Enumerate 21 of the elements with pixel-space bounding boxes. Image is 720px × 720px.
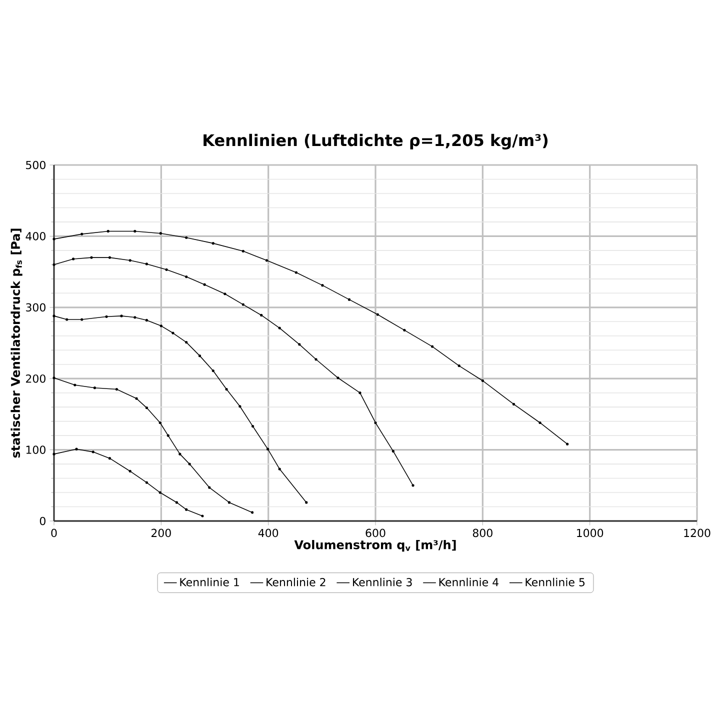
y-tick-label: 0 — [40, 516, 46, 526]
x-tick-label: 200 — [151, 528, 171, 538]
legend-label: Kennlinie 4 — [439, 578, 498, 586]
x-tick-label: 600 — [366, 528, 386, 538]
x-axis-title: Volumenstrom q$_{v}$ [m³/h] — [294, 540, 456, 552]
x-tick-label: 800 — [472, 528, 492, 538]
chart-title: Kennlinien (Luftdichte ρ=1,205 kg/m³) — [204, 134, 548, 150]
y-tick-label: 400 — [26, 232, 46, 240]
legend-label: Kennlinie 3 — [352, 578, 412, 586]
legend-label: Kennlinie 5 — [526, 578, 585, 586]
y-tick-label: 300 — [26, 303, 46, 312]
y-tick-label: 200 — [26, 374, 46, 383]
x-tick-label: 0 — [51, 528, 57, 538]
legend-label: Kennlinie 1 — [180, 578, 239, 586]
x-tick-label: 400 — [258, 528, 278, 538]
legend-label: Kennlinie 2 — [266, 578, 326, 586]
y-tick-label: 500 — [26, 160, 46, 170]
y-tick-label: 100 — [26, 446, 46, 454]
x-tick-label: 1000 — [577, 528, 604, 538]
y-axis-title: statischer Ventilatordruck p$_{fs}$ [Pa] — [10, 228, 22, 458]
x-tick-label: 1200 — [684, 528, 710, 538]
